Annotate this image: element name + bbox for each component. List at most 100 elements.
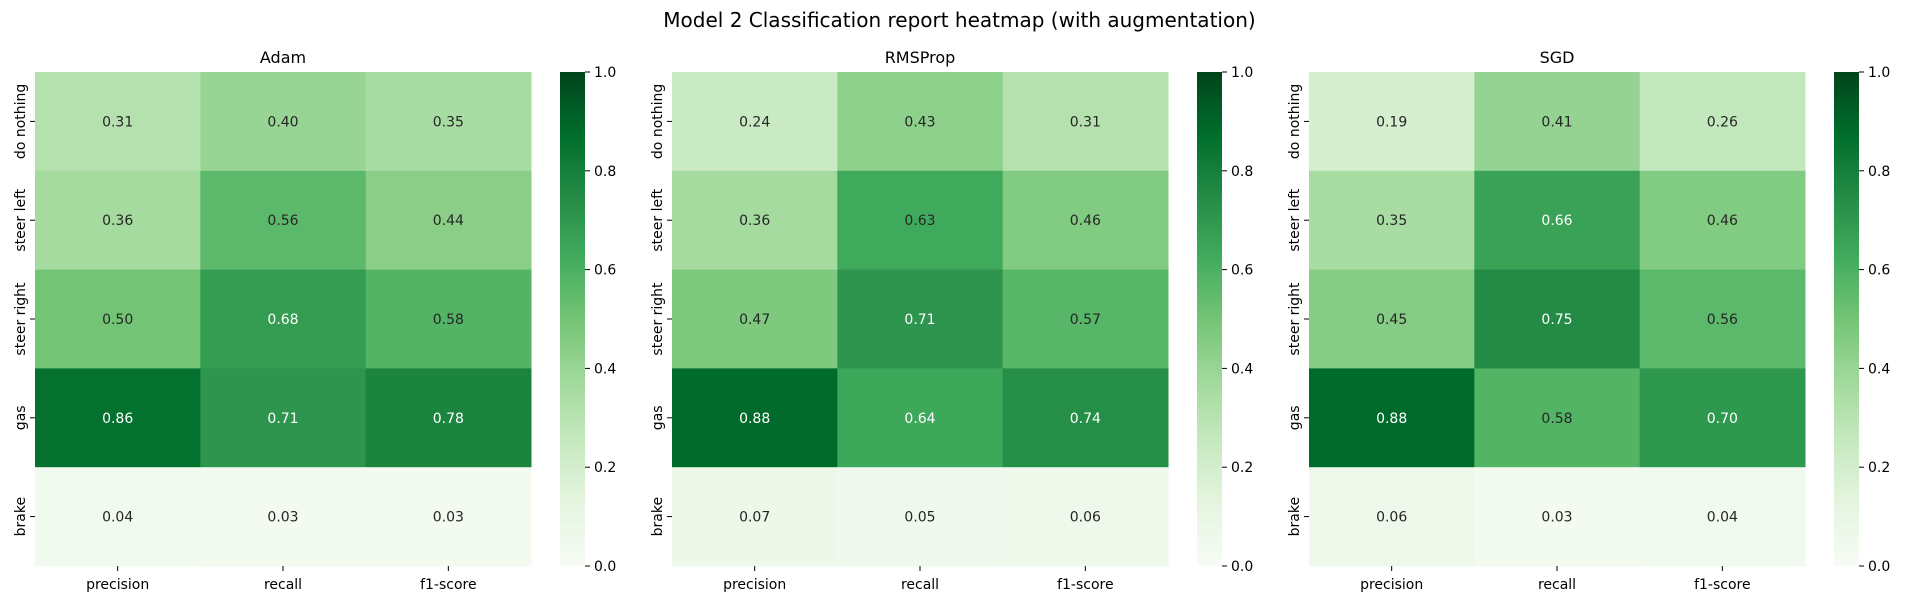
heatmap-cell (1639, 72, 1806, 172)
y-tick-label: brake (13, 497, 29, 536)
heatmap-cell (1474, 72, 1641, 172)
heatmap-cell (1002, 269, 1169, 369)
y-tick-label: gas (13, 405, 29, 430)
heatmap-cell (1309, 269, 1475, 369)
colorbar-tick-label: 1.0 (1231, 65, 1253, 81)
heatmap-cell (365, 269, 532, 369)
figure-title: Model 2 Classification report heatmap (w… (663, 8, 1255, 32)
cell-value-label: 0.43 (904, 114, 935, 130)
panel-title-adam: Adam (260, 48, 306, 67)
heatmap-cell (1002, 170, 1169, 271)
cell-value-label: 0.86 (102, 411, 133, 427)
cell-value-label: 0.71 (267, 411, 298, 427)
heatmap-cell (1474, 269, 1641, 369)
colorbar-tick-label: 0.6 (594, 263, 616, 279)
y-tick-label: steer left (13, 188, 29, 251)
colorbar (560, 72, 585, 566)
heatmap-cell (200, 368, 367, 468)
heatmap-cell (837, 467, 1004, 567)
y-tick-label: gas (1287, 405, 1303, 430)
colorbar-tick-label: 0.0 (594, 559, 616, 575)
heatmap-cell (837, 368, 1004, 468)
heatmap-cell (35, 368, 201, 468)
cell-value-label: 0.70 (1707, 411, 1738, 427)
heatmap-cell (672, 368, 838, 468)
heatmap-panel-sgd: SGD 0.19 0.41 0.26 0.35 0.66 0.46 0.45 0.75 0.56 0… (1287, 48, 1890, 593)
heatmap-cell (365, 368, 532, 468)
cell-value-label: 0.03 (433, 510, 464, 526)
y-tick-label: steer left (650, 188, 666, 251)
heatmap-cell (365, 467, 532, 567)
cell-value-label: 0.03 (1541, 510, 1572, 526)
colorbar-tick-label: 0.4 (1231, 361, 1253, 377)
cell-value-label: 0.06 (1070, 510, 1101, 526)
cell-value-label: 0.56 (1707, 312, 1738, 328)
y-tick-label: steer right (13, 282, 29, 356)
x-tick-label: f1-score (420, 577, 477, 593)
cell-value-label: 0.41 (1541, 114, 1572, 130)
heatmap-cell (1639, 170, 1806, 271)
heatmap-cell (365, 72, 532, 172)
colorbar-tick-label: 0.4 (594, 361, 616, 377)
colorbar (1197, 72, 1222, 566)
y-tick-label: brake (1287, 497, 1303, 536)
cell-value-label: 0.40 (267, 114, 298, 130)
cell-value-label: 0.50 (102, 312, 133, 328)
cell-value-label: 0.26 (1707, 114, 1738, 130)
heatmap-cell (672, 467, 838, 567)
cell-value-label: 0.35 (1376, 213, 1407, 229)
heatmap-cell (365, 170, 532, 271)
heatmap-panel-adam: Adam 0.31 0.40 0.35 0.36 0.56 0.44 0.50 0.68 0.58… (13, 48, 616, 593)
heatmap-cell (1474, 467, 1641, 567)
cell-value-label: 0.36 (102, 213, 133, 229)
y-tick-label: gas (650, 405, 666, 430)
x-tick-label: precision (86, 577, 149, 593)
cell-value-label: 0.58 (433, 312, 464, 328)
colorbar-tick-label: 0.8 (1231, 164, 1253, 180)
cell-value-label: 0.63 (904, 213, 935, 229)
colorbar-tick-label: 0.2 (594, 460, 616, 476)
cell-value-label: 0.57 (1070, 312, 1101, 328)
cell-value-label: 0.45 (1376, 312, 1407, 328)
cell-value-label: 0.66 (1541, 213, 1572, 229)
heatmap-cell (837, 269, 1004, 369)
y-tick-label: do nothing (1287, 84, 1303, 159)
colorbar (1834, 72, 1859, 566)
heatmap-cell (200, 467, 367, 567)
x-tick-label: recall (264, 577, 302, 593)
cell-value-label: 0.64 (904, 411, 935, 427)
x-tick-label: f1-score (1057, 577, 1114, 593)
colorbar-tick-label: 0.6 (1868, 263, 1890, 279)
y-tick-label: steer left (1287, 188, 1303, 251)
x-tick-label: precision (723, 577, 786, 593)
cell-value-label: 0.03 (267, 510, 298, 526)
heatmap-panels: Adam 0.31 0.40 0.35 0.36 0.56 0.44 0.50 0.68 0.58… (13, 48, 1890, 593)
heatmap-cell (35, 72, 201, 172)
cell-value-label: 0.31 (1070, 114, 1101, 130)
x-tick-label: recall (901, 577, 939, 593)
cell-value-label: 0.68 (267, 312, 298, 328)
heatmap-cell (1639, 368, 1806, 468)
cell-value-label: 0.06 (1376, 510, 1407, 526)
colorbar-tick-label: 0.8 (1868, 164, 1890, 180)
heatmap-cell (1309, 467, 1475, 567)
y-tick-label: steer right (650, 282, 666, 356)
x-tick-label: precision (1360, 577, 1423, 593)
cell-value-label: 0.05 (904, 510, 935, 526)
cell-value-label: 0.74 (1070, 411, 1101, 427)
panel-title-rmsprop: RMSProp (885, 48, 956, 67)
heatmap-cell (1639, 269, 1806, 369)
cell-value-label: 0.88 (1376, 411, 1407, 427)
y-tick-label: brake (650, 497, 666, 536)
heatmap-cell (200, 269, 367, 369)
y-tick-label: do nothing (650, 84, 666, 159)
cell-value-label: 0.04 (1707, 510, 1738, 526)
colorbar-tick-label: 0.8 (594, 164, 616, 180)
heatmap-cell (1474, 368, 1641, 468)
colorbar-tick-label: 0.0 (1868, 559, 1890, 575)
heatmap-cell (837, 72, 1004, 172)
cell-value-label: 0.78 (433, 411, 464, 427)
heatmap-cell (1474, 170, 1641, 271)
heatmap-panel-rmsprop: RMSProp 0.24 0.43 0.31 0.36 0.63 0.46 0.47 0.71 0… (650, 48, 1253, 593)
